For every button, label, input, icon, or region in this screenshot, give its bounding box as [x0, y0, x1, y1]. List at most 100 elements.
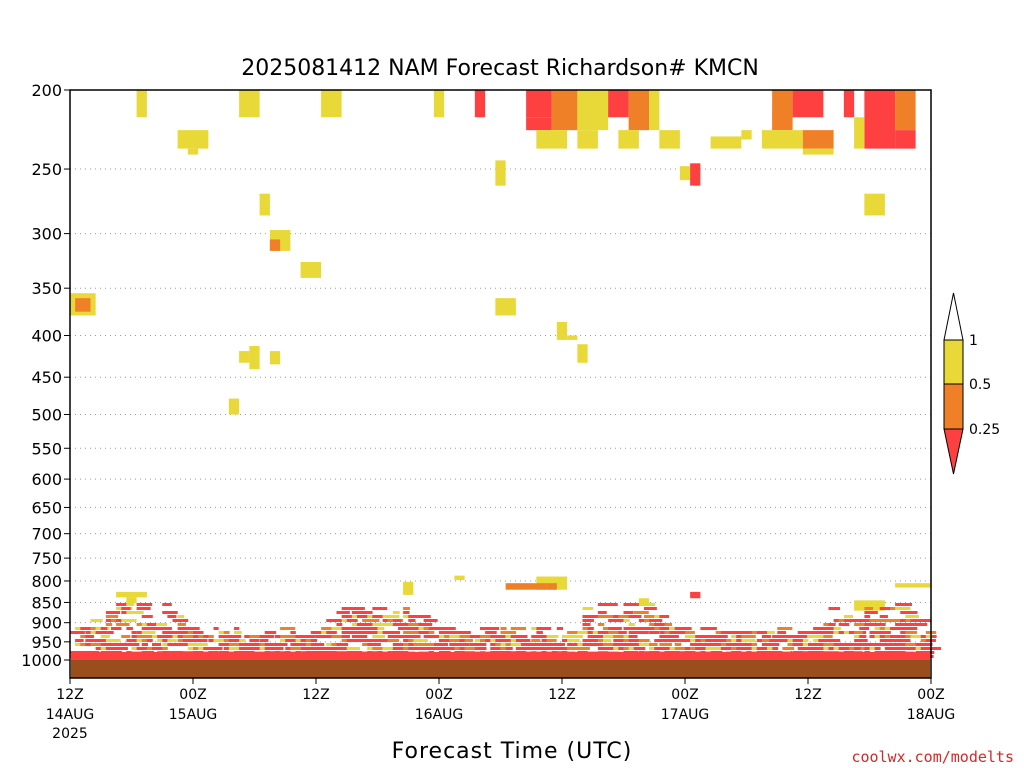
ri-cell	[664, 623, 671, 626]
ri-cell	[331, 635, 344, 638]
ri-cell	[823, 647, 832, 650]
ri-cell	[321, 90, 342, 118]
ri-cell	[198, 639, 208, 642]
ri-cell	[910, 635, 925, 638]
y-tick-label: 350	[31, 279, 62, 298]
ri-cell	[813, 643, 826, 646]
ri-cell	[177, 623, 186, 626]
ri-cell	[408, 647, 425, 650]
ri-cell	[777, 639, 784, 642]
ri-cell	[162, 627, 172, 630]
ri-cell	[541, 643, 548, 646]
ri-cell	[377, 627, 385, 630]
ri-cell	[490, 643, 501, 646]
ri-cell	[75, 298, 91, 312]
ri-cell	[269, 239, 281, 251]
ri-cell	[562, 635, 568, 638]
ri-cell	[802, 639, 809, 642]
ri-cell	[628, 639, 645, 642]
ri-cell	[105, 623, 113, 626]
ri-cell	[649, 643, 658, 646]
ri-cell	[515, 647, 522, 650]
colorbar-arrow-bottom	[943, 428, 964, 475]
ri-cell	[818, 639, 825, 642]
ri-cell	[85, 643, 91, 646]
ri-cell	[567, 643, 574, 646]
ri-cell	[141, 647, 148, 650]
ri-cell	[387, 639, 400, 642]
ri-cell	[136, 90, 147, 118]
ri-cell	[869, 643, 877, 646]
ri-cell	[797, 631, 815, 634]
ri-cell	[439, 647, 448, 650]
ri-cell	[331, 627, 348, 630]
ri-cell	[131, 631, 137, 634]
ri-cell	[854, 117, 865, 149]
ri-cell	[700, 627, 717, 630]
ri-cell	[208, 635, 214, 638]
ri-cell	[413, 627, 423, 630]
x-tick-label: 00Z	[671, 687, 698, 703]
ri-cell	[182, 635, 201, 638]
ri-cell	[346, 619, 358, 622]
ri-cell	[382, 615, 400, 618]
ri-cell	[582, 607, 594, 610]
ri-cell	[726, 639, 734, 642]
ri-cell	[920, 647, 929, 650]
ri-cell	[505, 583, 547, 590]
ri-cell	[792, 90, 824, 118]
ri-cell	[715, 631, 726, 634]
ri-cell	[382, 623, 396, 626]
ri-cell	[351, 635, 358, 638]
ri-cell	[362, 639, 370, 642]
ri-cell	[126, 643, 140, 646]
ri-cell	[567, 335, 578, 340]
ri-cell	[879, 639, 895, 642]
ri-cell	[444, 647, 450, 650]
ri-cell	[567, 635, 583, 638]
ri-cell	[541, 647, 559, 650]
ri-cell	[802, 647, 814, 650]
ri-cell	[234, 635, 240, 638]
ri-cell	[351, 623, 358, 626]
colorbar-label: 0.5	[969, 377, 991, 393]
x-tick-label: 12Z	[548, 687, 575, 703]
ri-cell	[761, 635, 772, 638]
ri-cell	[95, 647, 104, 650]
ri-cell	[782, 635, 790, 638]
ri-cell	[249, 647, 267, 650]
ri-cell	[177, 615, 185, 618]
ri-cell	[362, 619, 380, 622]
ri-cell	[669, 631, 684, 634]
ri-cell	[720, 647, 731, 650]
ri-cell	[152, 643, 162, 646]
ri-cell	[141, 631, 156, 634]
ri-cell	[905, 631, 918, 634]
ri-cell	[341, 635, 350, 638]
ri-cell	[305, 639, 312, 642]
ri-cell	[659, 627, 670, 630]
ri-cell	[449, 647, 459, 650]
x-tick-label: 12Z	[794, 687, 821, 703]
ri-cell	[469, 635, 481, 638]
ri-cell	[900, 627, 917, 630]
ri-cell	[126, 597, 137, 604]
ri-cell	[628, 627, 637, 630]
ri-cell	[582, 643, 594, 646]
ri-cell	[403, 611, 410, 614]
ri-cell	[905, 615, 919, 618]
ri-cell	[726, 647, 736, 650]
ri-cell	[618, 615, 634, 618]
ri-cell	[720, 643, 730, 646]
ri-cell	[275, 647, 284, 650]
ri-cell	[249, 639, 260, 642]
ri-cell	[767, 647, 773, 650]
ri-cell	[582, 615, 593, 618]
ri-cell	[372, 647, 383, 650]
ri-cell	[910, 647, 920, 650]
ri-cell	[474, 90, 486, 118]
ri-cell	[910, 627, 918, 630]
ri-cell	[464, 639, 473, 642]
ri-cell	[854, 639, 863, 642]
ri-cell	[116, 643, 133, 646]
